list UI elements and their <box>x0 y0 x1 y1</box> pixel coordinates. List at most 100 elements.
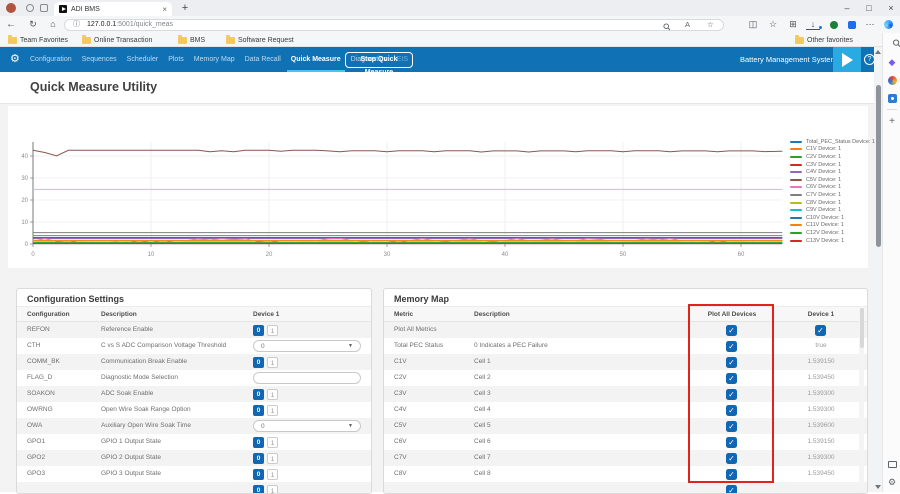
legend-entry-c4v-device-1[interactable]: C4V Device: 1 <box>790 168 875 176</box>
toggle-option-0[interactable]: 0 <box>253 357 264 368</box>
toggle-option-1[interactable]: 1 <box>267 389 278 400</box>
help-icon[interactable]: ? <box>864 54 875 65</box>
nav-item-configuration[interactable]: Configuration <box>30 47 72 72</box>
minimize-icon[interactable]: – <box>840 0 854 16</box>
sidebar-camera-icon[interactable] <box>888 94 897 103</box>
sidebar-screenshot-icon[interactable] <box>888 461 897 468</box>
scroll-up-arrow[interactable] <box>875 50 881 54</box>
legend-entry-c6v-device-1[interactable]: C6V Device: 1 <box>790 184 875 192</box>
vertical-tabs-icon[interactable] <box>40 4 48 12</box>
nav-item-sequences[interactable]: Sequences <box>82 47 117 72</box>
legend-entry-c3v-device-1[interactable]: C3V Device: 1 <box>790 161 875 169</box>
legend-entry-c2v-device-1[interactable]: C2V Device: 1 <box>790 153 875 161</box>
settings-gear-icon[interactable]: ⚙ <box>10 47 20 72</box>
nav-item-memory-map[interactable]: Memory Map <box>194 47 235 72</box>
legend-entry-c9v-device-1[interactable]: C9V Device: 1 <box>790 206 875 214</box>
home-icon[interactable]: ⌂ <box>46 16 60 33</box>
stop-quick-measure-button[interactable]: Stop Quick Measure <box>345 52 413 68</box>
legend-entry-total-pec-status-device-1[interactable]: Total_PEC_Status Device: 1 <box>790 138 875 146</box>
toggle-option-1[interactable]: 1 <box>267 485 278 494</box>
memory-row-plot-all-metrics[interactable]: Plot All Metrics✓✓ <box>384 322 867 338</box>
back-icon[interactable]: ← <box>4 16 18 33</box>
sidebar-shopping-icon[interactable]: ◆ <box>883 57 900 68</box>
toggle-option-1[interactable]: 1 <box>267 469 278 480</box>
collections-icon[interactable]: ⊞ <box>786 16 800 33</box>
zoom-page-icon[interactable] <box>663 22 671 32</box>
read-aloud-icon[interactable]: A <box>685 20 690 30</box>
toggle-option-0[interactable]: 0 <box>253 325 264 336</box>
sidebar-settings-icon[interactable]: ⚙ <box>883 477 900 488</box>
browser-tab[interactable]: ADI BMS × <box>54 2 172 16</box>
toggle-option-0[interactable]: 0 <box>253 389 264 400</box>
legend-entry-c5v-device-1[interactable]: C5V Device: 1 <box>790 176 875 184</box>
nav-item-quick-measure[interactable]: Quick Measure <box>291 47 341 72</box>
sidebar-search-icon[interactable] <box>888 39 900 48</box>
sidebar-app-icon[interactable] <box>888 76 897 85</box>
toggle-option-0[interactable]: 0 <box>253 437 264 448</box>
toggle-option-0[interactable]: 0 <box>253 405 264 416</box>
tab-actions-icon[interactable] <box>26 4 34 12</box>
device1-checkbox[interactable]: ✓ <box>815 325 826 336</box>
split-screen-icon[interactable]: ◫ <box>746 16 760 33</box>
maximize-icon[interactable]: □ <box>862 0 876 16</box>
toggle-option-1[interactable]: 1 <box>267 357 278 368</box>
config-select[interactable]: 0▼ <box>253 340 361 352</box>
new-tab-icon[interactable]: + <box>178 0 192 16</box>
refresh-icon[interactable]: ↻ <box>26 16 40 33</box>
page-scrollbar[interactable] <box>874 47 882 492</box>
toggle-option-0[interactable]: 0 <box>253 485 264 494</box>
favorite-star-icon[interactable]: ☆ <box>707 20 714 30</box>
close-window-icon[interactable]: × <box>884 0 898 16</box>
toggle-option-1[interactable]: 1 <box>267 325 278 336</box>
nav-item-scheduler[interactable]: Scheduler <box>127 47 159 72</box>
toggle-option-1[interactable]: 1 <box>267 453 278 464</box>
copilot-icon[interactable] <box>884 20 893 29</box>
tab-close-icon[interactable]: × <box>162 5 167 14</box>
downloads-icon[interactable]: ↓ <box>806 17 820 30</box>
favorites-bar-icon[interactable]: ☆ <box>766 16 780 33</box>
plot-all-checkbox[interactable]: ✓ <box>726 485 737 494</box>
address-bar[interactable]: ⓘ 127.0.0.1:5001/quick_meas A ☆ <box>64 19 724 31</box>
legend-entry-c8v-device-1[interactable]: C8V Device: 1 <box>790 199 875 207</box>
bookmark-team-favorites[interactable]: Team Favorites <box>8 33 68 47</box>
config-select[interactable]: 0▼ <box>253 420 361 432</box>
memory-row-blank[interactable]: ✓ <box>384 482 867 494</box>
sidebar-add-icon[interactable]: + <box>883 116 900 127</box>
nav-item-data-recall[interactable]: Data Recall <box>245 47 281 72</box>
toggle-option-1[interactable]: 1 <box>267 437 278 448</box>
config-text-input[interactable] <box>253 372 361 384</box>
legend-entry-c1v-device-1[interactable]: C1V Device: 1 <box>790 146 875 154</box>
toggle-option-0[interactable]: 0 <box>253 453 264 464</box>
toggle-option-0[interactable]: 0 <box>253 469 264 480</box>
scroll-down-arrow[interactable] <box>875 485 881 489</box>
legend-entry-c11v-device-1[interactable]: C11V Device: 1 <box>790 222 875 230</box>
nav-item-plots[interactable]: Plots <box>168 47 184 72</box>
more-menu-icon[interactable]: ⋯ <box>863 16 877 33</box>
toggle-option-1[interactable]: 1 <box>267 405 278 416</box>
extension-icon-2[interactable] <box>848 21 856 29</box>
legend-entry-c10v-device-1[interactable]: C10V Device: 1 <box>790 214 875 222</box>
scrollbar-thumb[interactable] <box>876 85 881 247</box>
bookmark-software-request[interactable]: Software Request <box>226 33 294 47</box>
legend-entry-c7v-device-1[interactable]: C7V Device: 1 <box>790 191 875 199</box>
profile-avatar[interactable] <box>6 3 16 13</box>
legend-entry-c13v-device-1[interactable]: C13V Device: 1 <box>790 237 875 245</box>
